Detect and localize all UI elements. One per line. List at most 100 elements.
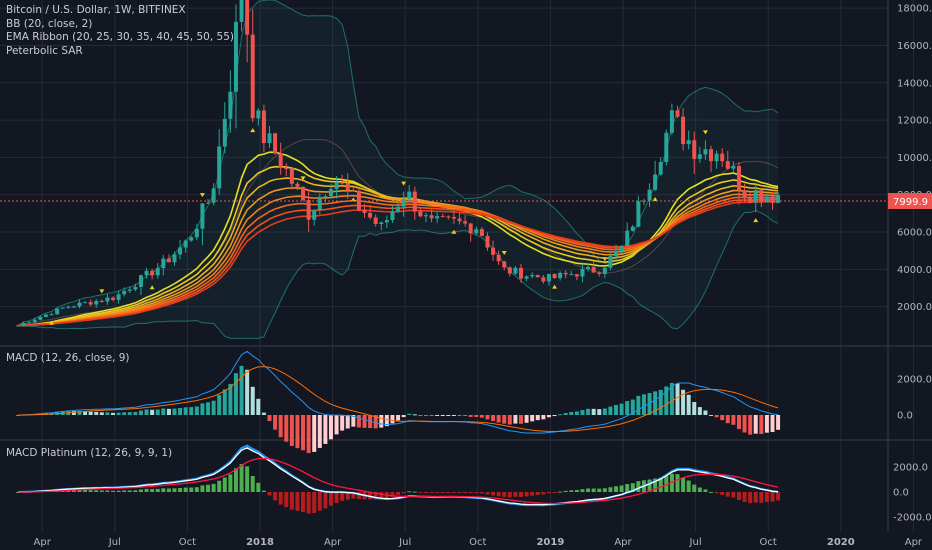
candle: [323, 196, 328, 198]
platinum-histogram-bar: [759, 492, 764, 503]
macd-histogram-bar: [239, 365, 244, 415]
chart-legend: Bitcoin / U.S. Dollar, 1W, BITFINEX BB (…: [6, 4, 234, 58]
candle: [736, 166, 741, 191]
candle: [178, 247, 183, 255]
platinum-histogram-bar: [463, 492, 468, 493]
platinum-histogram-bar: [122, 490, 127, 492]
platinum-histogram-bar: [267, 492, 272, 496]
candle: [479, 229, 484, 236]
platinum-histogram-bar: [429, 492, 434, 493]
platinum-histogram-bar: [524, 492, 529, 497]
candle: [379, 222, 384, 225]
platinum-histogram-bar: [312, 492, 317, 513]
platinum-histogram-bar: [423, 492, 428, 493]
macd-histogram-bar: [328, 415, 333, 440]
candle: [345, 183, 350, 191]
candle: [546, 273, 551, 282]
macd-histogram-bar: [94, 411, 99, 415]
sar-marker: [451, 229, 457, 234]
platinum-histogram-bar: [105, 490, 110, 492]
macd-histogram-bar: [569, 411, 574, 415]
macd-histogram-bar: [16, 415, 20, 416]
candle: [558, 272, 563, 279]
platinum-histogram-bar: [457, 492, 462, 493]
candle: [396, 206, 401, 212]
platinum-histogram-bar: [301, 492, 306, 513]
candle: [21, 323, 26, 326]
macd-histogram-bar: [742, 415, 747, 433]
candle: [200, 203, 205, 229]
x-tick-label: Jul: [108, 537, 121, 548]
candle: [306, 200, 311, 220]
platinum-histogram-bar: [233, 468, 238, 492]
candle: [55, 308, 60, 315]
x-tick-label: 2020: [827, 537, 855, 548]
macd-pane-label: MACD (12, 26, close, 9): [6, 352, 130, 364]
candle: [401, 198, 406, 207]
platinum-histogram-bar: [653, 478, 658, 492]
platinum-histogram-bar: [379, 492, 384, 500]
candle: [373, 217, 378, 225]
macd-histogram-bar: [770, 415, 775, 433]
platinum-histogram-bar: [144, 488, 149, 492]
macd-histogram-bar: [653, 391, 658, 415]
macd-histogram-bar: [485, 415, 490, 420]
platinum-histogram-bar: [569, 490, 574, 492]
candle: [619, 246, 624, 251]
platinum-histogram-bar: [351, 492, 356, 499]
macd-histogram-bar: [641, 394, 646, 415]
platinum-histogram-bar: [703, 489, 708, 492]
platinum-histogram-bar: [407, 491, 412, 493]
platinum-y-tick-label: -2000.0: [893, 513, 932, 524]
macd-histogram-bar: [524, 415, 529, 423]
macd-histogram-bar: [345, 415, 350, 429]
candle: [228, 91, 233, 119]
macd-histogram-bar: [546, 415, 551, 418]
platinum-histogram-bar: [496, 492, 501, 497]
platinum-histogram-bar: [211, 483, 216, 492]
candle: [474, 229, 479, 234]
platinum-histogram-bar: [742, 492, 747, 502]
platinum-histogram-bar: [183, 487, 188, 492]
y-tick-label: 12000.0: [897, 116, 932, 127]
platinum-histogram-bar: [99, 490, 104, 492]
candle: [524, 276, 529, 279]
macd-histogram-bar: [407, 413, 412, 415]
candle: [368, 212, 373, 218]
platinum-histogram-bar: [206, 484, 211, 492]
candle: [83, 302, 88, 304]
x-tick-label: Apr: [905, 537, 923, 548]
macd-histogram-bar: [753, 415, 758, 434]
candle: [239, 0, 244, 22]
candle: [116, 294, 121, 300]
platinum-histogram-bar: [731, 492, 736, 498]
candle: [468, 223, 473, 234]
platinum-histogram-bar: [591, 488, 596, 492]
platinum-histogram-bar: [295, 492, 300, 511]
x-tick-label: Jul: [398, 537, 411, 548]
macd-histogram-bar: [289, 415, 294, 446]
platinum-histogram-bar: [390, 492, 395, 497]
bollinger-lower: [17, 210, 779, 339]
platinum-histogram-bar: [625, 484, 630, 492]
candle: [569, 274, 574, 276]
platinum-histogram-bar: [71, 489, 76, 492]
platinum-histogram-bar: [356, 492, 361, 500]
macd-histogram-bar: [764, 415, 769, 433]
macd-histogram-bar: [105, 412, 110, 415]
platinum-histogram-bar: [435, 492, 440, 493]
macd-histogram-bar: [586, 408, 591, 415]
macd-histogram-bar: [273, 415, 278, 430]
macd-histogram-bar: [440, 415, 445, 416]
candle: [552, 273, 557, 279]
macd-histogram-bar: [138, 410, 143, 415]
macd-histogram-bar: [614, 404, 619, 415]
platinum-histogram-bar: [720, 492, 725, 495]
candle: [127, 289, 132, 291]
macd-y-tick-label: 2000.0: [897, 375, 932, 386]
candle: [681, 116, 686, 145]
candle: [451, 217, 456, 219]
platinum-histogram-bar: [474, 492, 479, 494]
candle: [362, 209, 367, 213]
macd-histogram-bar: [647, 393, 652, 415]
